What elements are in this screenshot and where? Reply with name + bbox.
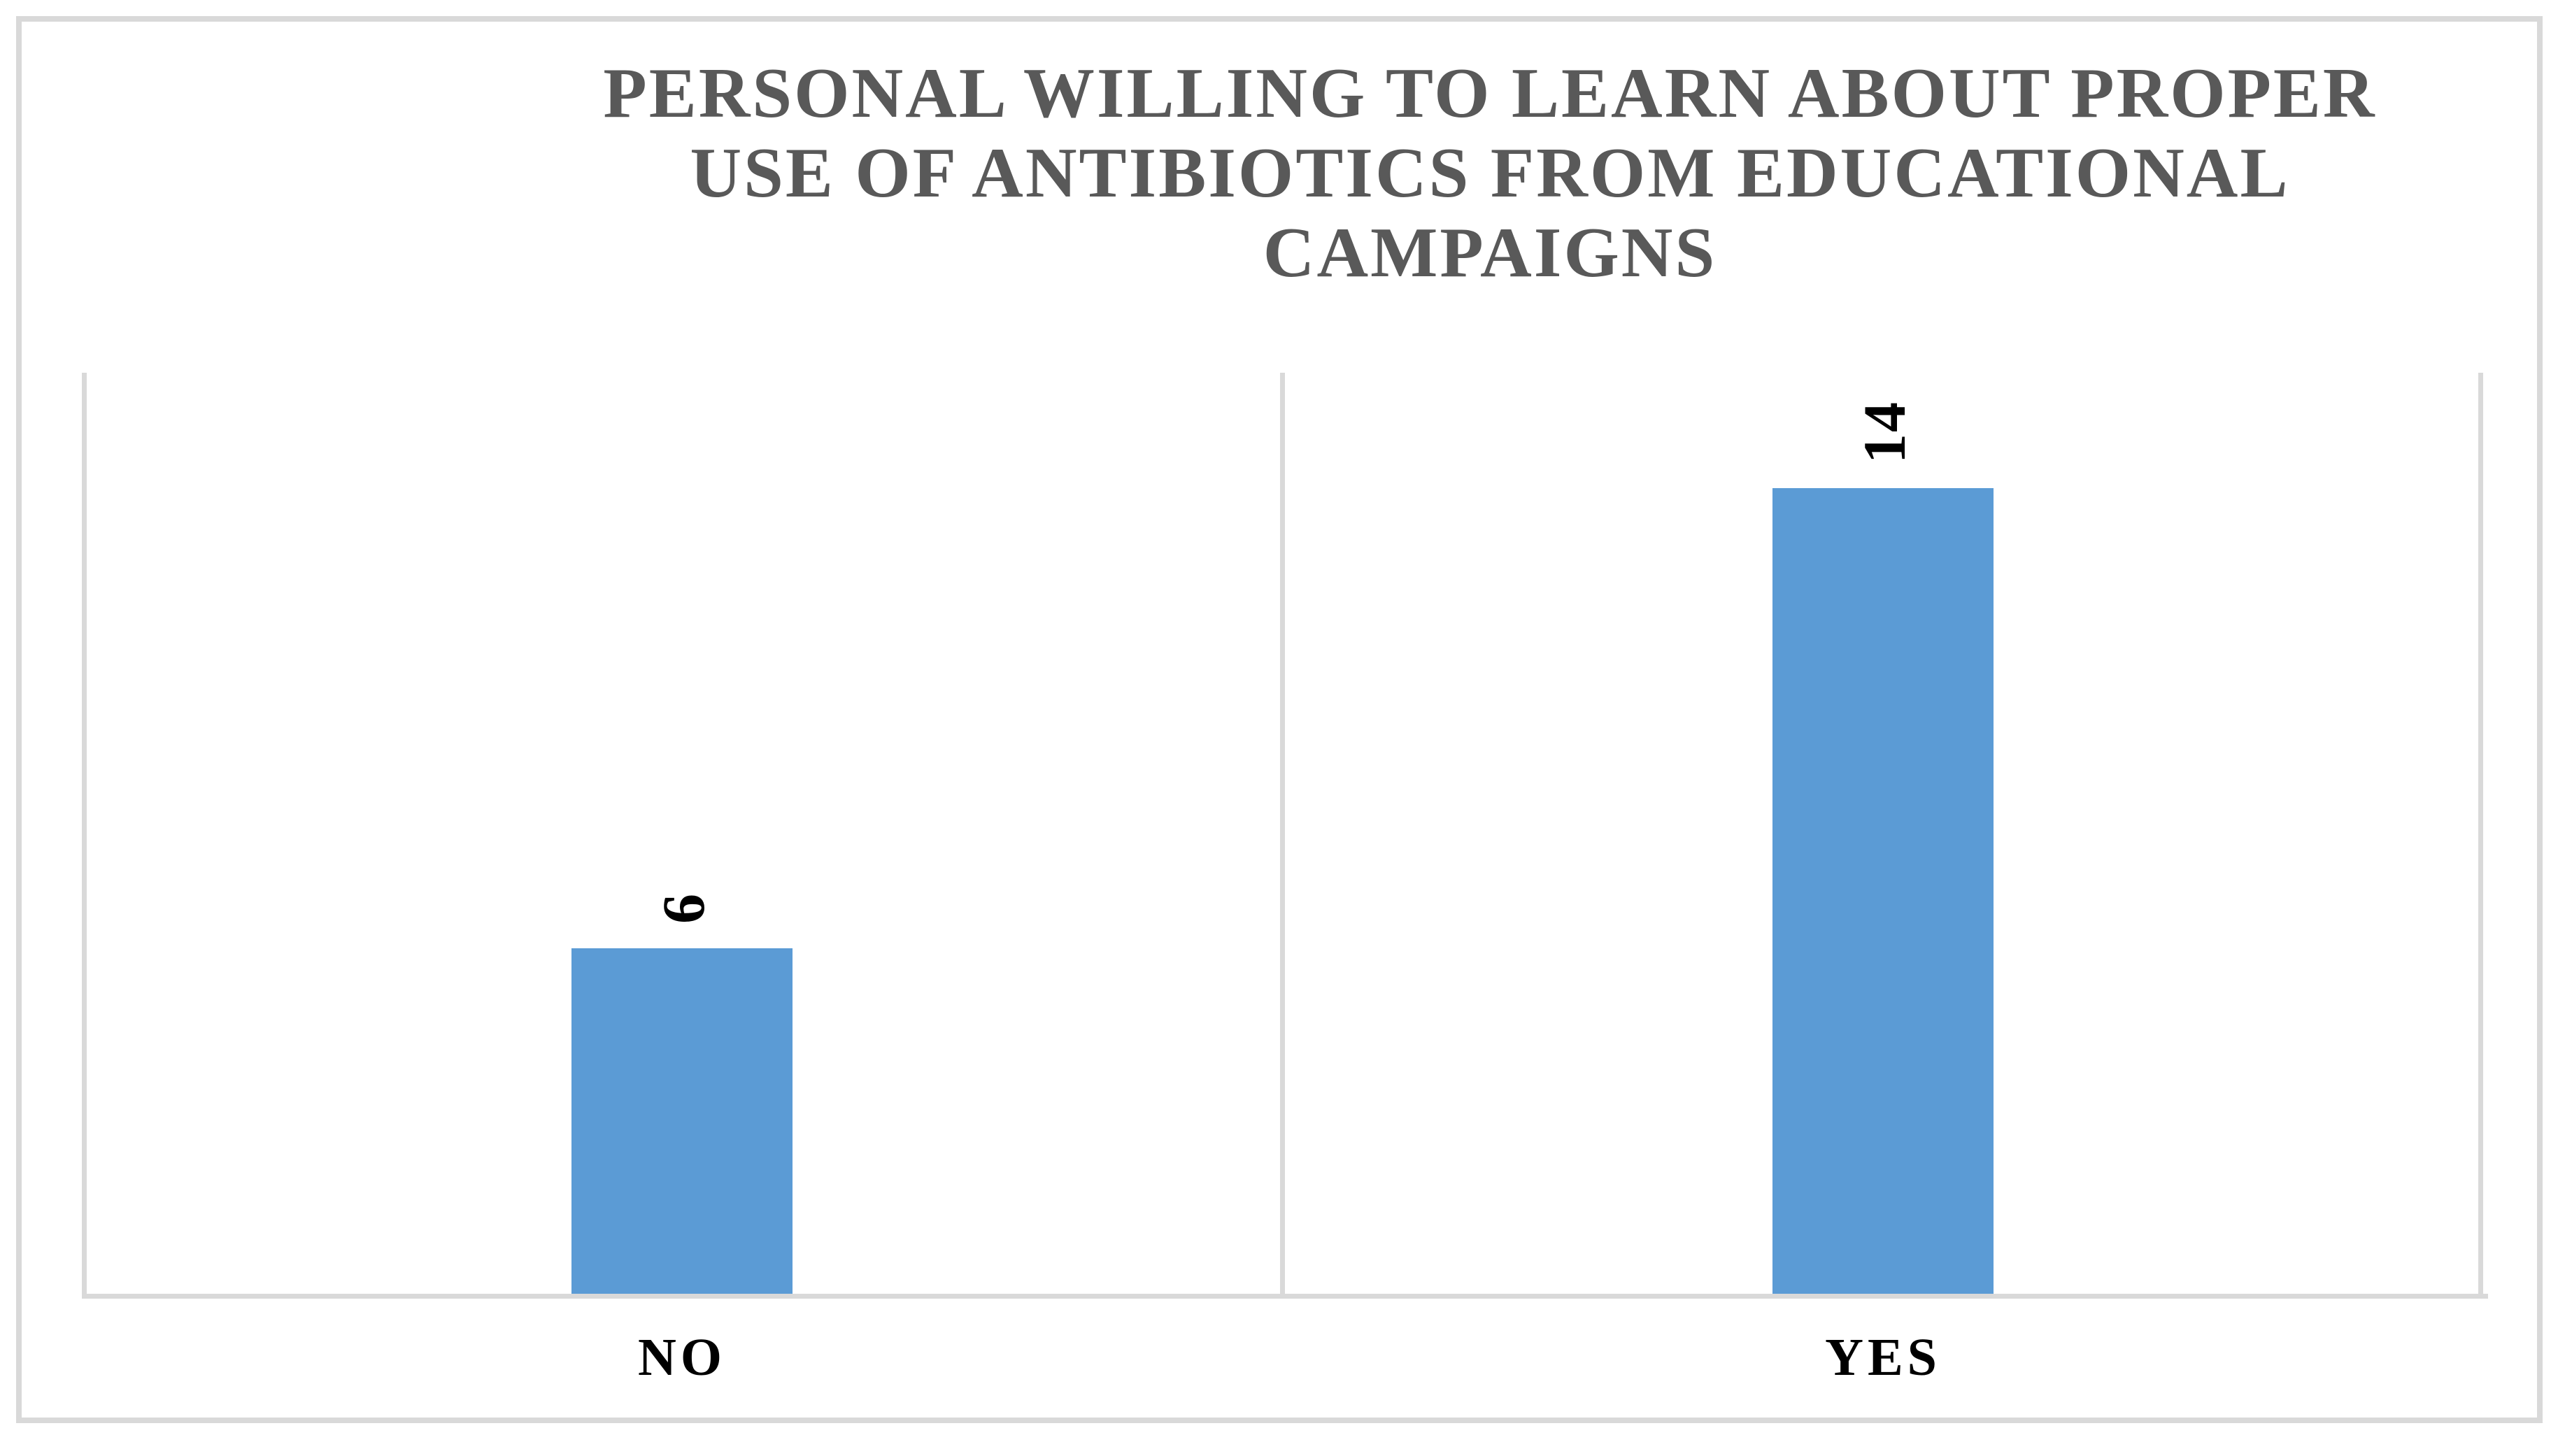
plot-right-boundary-line — [2478, 373, 2483, 1294]
chart-border-frame — [16, 16, 2543, 1423]
chart-title: PERSONAL WILLING TO LEARN ABOUT PROPER U… — [420, 54, 2558, 293]
category-label-no: NO — [638, 1328, 726, 1387]
chart-title-line-2: USE OF ANTIBIOTICS FROM EDUCATIONAL — [690, 134, 2290, 213]
category-axis-line — [82, 1294, 2488, 1299]
bar-yes — [1772, 488, 1994, 1294]
plot-left-boundary-line — [82, 373, 87, 1294]
bar-value-label-no: 6 — [650, 892, 717, 924]
chart-title-line-3: CAMPAIGNS — [1263, 213, 1717, 292]
category-divider-gridline — [1280, 373, 1285, 1294]
bar-no — [571, 948, 793, 1294]
category-label-yes: YES — [1825, 1328, 1941, 1387]
chart-title-line-1: PERSONAL WILLING TO LEARN ABOUT PROPER — [603, 54, 2377, 133]
bar-value-label-yes: 14 — [1851, 401, 1918, 464]
